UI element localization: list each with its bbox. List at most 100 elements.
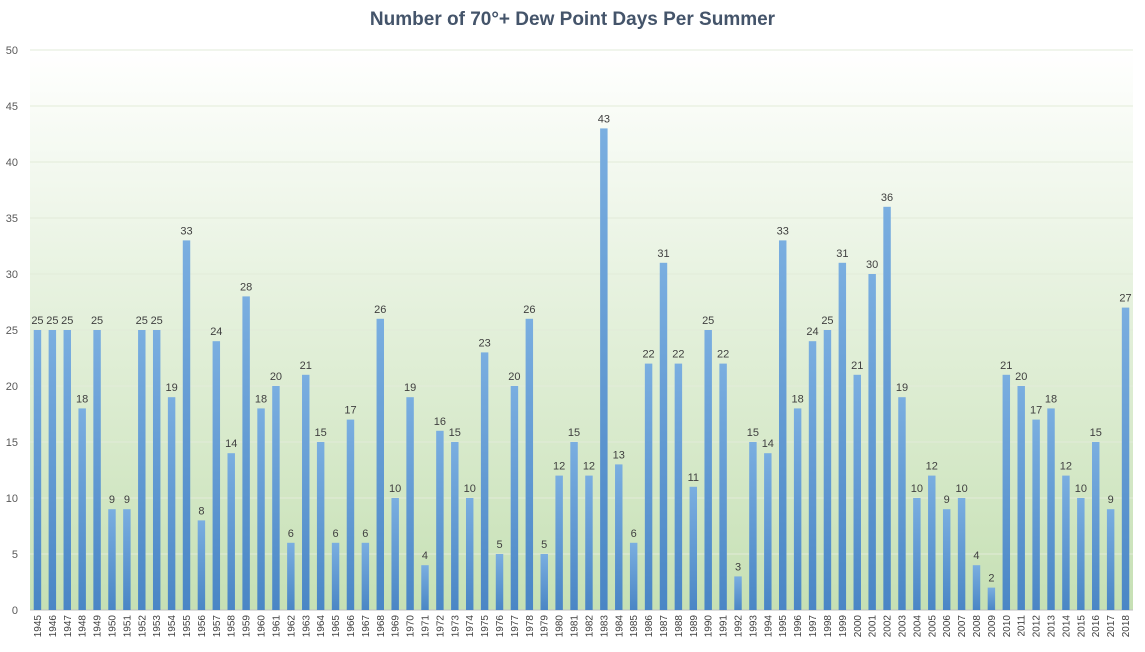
- data-label: 12: [553, 461, 565, 473]
- y-tick-label: 25: [6, 325, 18, 337]
- data-label: 4: [973, 550, 979, 562]
- bar: [451, 442, 459, 610]
- x-tick-label: 1974: [465, 615, 476, 638]
- y-tick-label: 45: [6, 101, 18, 113]
- bar: [331, 542, 340, 610]
- data-label: 23: [478, 337, 490, 349]
- data-label: 10: [911, 483, 923, 495]
- bar: [346, 419, 355, 610]
- x-tick-label: 1956: [197, 615, 208, 638]
- data-label: 31: [836, 248, 848, 260]
- x-tick-label: 2017: [1106, 615, 1117, 638]
- data-label: 12: [1060, 461, 1072, 473]
- x-tick-label: 1978: [525, 615, 536, 638]
- data-label: 4: [422, 550, 428, 562]
- bar: [1047, 408, 1055, 610]
- x-tick-label: 1967: [361, 615, 372, 638]
- data-label: 3: [735, 561, 741, 573]
- bars: [33, 128, 1130, 611]
- data-label: 6: [332, 528, 338, 540]
- bar: [778, 240, 787, 610]
- data-label: 20: [508, 371, 520, 383]
- data-label: 8: [198, 505, 204, 517]
- x-tick-label: 1953: [152, 615, 163, 638]
- data-label: 19: [896, 382, 908, 394]
- data-label: 27: [1119, 293, 1131, 305]
- x-tick-label: 1981: [570, 615, 581, 638]
- bar: [793, 408, 802, 610]
- data-label: 15: [568, 427, 580, 439]
- x-tick-label: 1999: [838, 615, 849, 638]
- bar: [316, 442, 325, 610]
- bar: [1092, 442, 1100, 610]
- data-label: 24: [210, 326, 222, 338]
- x-tick-label: 1979: [540, 615, 551, 638]
- x-tick-label: 1976: [495, 615, 506, 638]
- bar: [152, 330, 161, 610]
- x-tick-label: 1975: [480, 615, 491, 638]
- data-label: 19: [404, 382, 416, 394]
- bar: [823, 330, 832, 610]
- bar: [913, 498, 921, 610]
- bar: [1017, 386, 1025, 610]
- bar: [1032, 419, 1040, 610]
- x-tick-label: 2010: [1002, 615, 1013, 638]
- bar: [167, 397, 176, 610]
- data-label: 5: [496, 539, 502, 551]
- data-label: 15: [747, 427, 759, 439]
- x-tick-label: 2011: [1017, 615, 1028, 637]
- bar: [629, 542, 638, 610]
- x-tick-label: 1982: [584, 615, 595, 638]
- chart-title: Number of 70°+ Dew Point Days Per Summer: [369, 9, 776, 30]
- data-label: 10: [1075, 483, 1087, 495]
- x-tick-label: 2000: [853, 615, 864, 638]
- x-tick-label: 1988: [674, 615, 685, 638]
- x-tick-label: 1950: [107, 615, 118, 638]
- bar: [868, 274, 876, 610]
- x-tick-label: 2012: [1032, 615, 1043, 638]
- x-tick-label: 1955: [182, 615, 193, 638]
- bar: [406, 397, 414, 610]
- data-label: 6: [362, 528, 368, 540]
- bar: [808, 341, 817, 610]
- x-tick-label: 1960: [257, 615, 268, 638]
- bar: [212, 341, 221, 610]
- x-tick-label: 2006: [942, 615, 953, 638]
- x-tick-label: 1968: [376, 615, 387, 638]
- bar: [197, 520, 206, 610]
- x-tick-label: 1963: [301, 615, 312, 638]
- bar: [987, 587, 996, 610]
- x-tick-label: 1948: [78, 615, 89, 638]
- data-label: 6: [631, 528, 637, 540]
- x-tick-label: 1996: [793, 615, 804, 638]
- data-label: 17: [1030, 405, 1042, 417]
- x-tick-label: 1997: [808, 615, 819, 638]
- x-tick-label: 1990: [704, 615, 715, 638]
- y-tick-label: 15: [6, 437, 18, 449]
- bar: [853, 374, 861, 610]
- data-label: 17: [344, 405, 356, 417]
- bar: [749, 442, 757, 610]
- data-label: 21: [300, 360, 312, 372]
- data-label: 20: [270, 371, 282, 383]
- data-label: 18: [255, 393, 267, 405]
- x-tick-label: 1985: [629, 615, 640, 638]
- bar: [972, 565, 981, 610]
- x-tick-label: 1947: [63, 615, 74, 638]
- bar: [674, 363, 683, 610]
- x-tick-label: 1957: [212, 615, 223, 638]
- bar: [734, 576, 742, 610]
- data-label: 25: [702, 315, 714, 327]
- bar: [287, 542, 295, 610]
- x-tick-label: 2005: [927, 615, 938, 638]
- x-tick-label: 1970: [406, 615, 417, 638]
- bar: [898, 397, 906, 610]
- data-label: 31: [657, 248, 669, 260]
- bar: [78, 408, 86, 610]
- bar: [540, 554, 548, 610]
- bar: [480, 352, 489, 610]
- bar: [659, 262, 668, 610]
- data-label: 26: [523, 304, 535, 316]
- x-tick-label: 1962: [286, 615, 297, 638]
